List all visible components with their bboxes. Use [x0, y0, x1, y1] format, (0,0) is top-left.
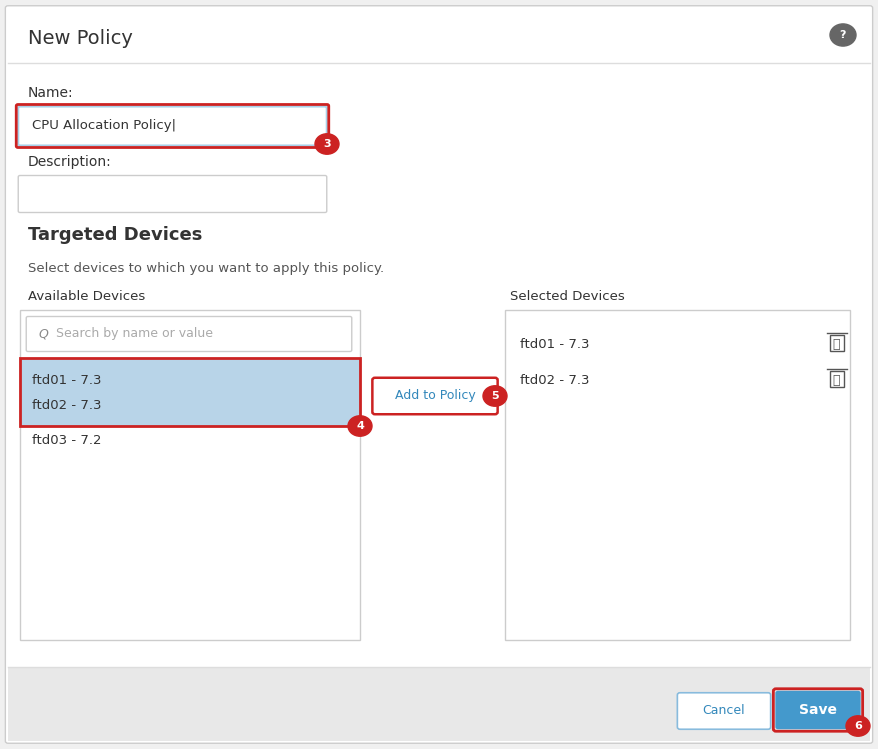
Text: Select devices to which you want to apply this policy.: Select devices to which you want to appl…: [28, 261, 384, 274]
Bar: [20, 358, 360, 426]
Circle shape: [845, 716, 869, 736]
FancyBboxPatch shape: [26, 317, 351, 351]
Bar: [8, 667, 869, 741]
Text: ftd02 - 7.3: ftd02 - 7.3: [32, 399, 101, 413]
Bar: [829, 371, 843, 387]
Text: Q: Q: [38, 327, 47, 341]
Text: Targeted Devices: Targeted Devices: [28, 226, 202, 244]
Text: Selected Devices: Selected Devices: [509, 290, 624, 303]
Text: Name:: Name:: [28, 86, 74, 100]
Text: Available Devices: Available Devices: [28, 290, 145, 303]
Circle shape: [314, 134, 339, 154]
FancyBboxPatch shape: [774, 691, 860, 730]
Text: Cancel: Cancel: [702, 705, 745, 718]
Text: ?: ?: [838, 30, 846, 40]
Text: ⫿: ⫿: [831, 374, 838, 387]
FancyBboxPatch shape: [372, 377, 497, 414]
Text: Search by name or value: Search by name or value: [56, 327, 212, 341]
Text: 3: 3: [323, 139, 330, 149]
FancyBboxPatch shape: [5, 6, 872, 743]
FancyBboxPatch shape: [18, 106, 327, 145]
Text: 6: 6: [853, 721, 861, 731]
Text: ⫿: ⫿: [831, 339, 838, 351]
Bar: [829, 335, 843, 351]
Text: 4: 4: [356, 421, 363, 431]
Text: New Policy: New Policy: [28, 28, 133, 47]
Circle shape: [348, 416, 371, 436]
Text: Description:: Description:: [28, 155, 112, 169]
Text: Add to Policy: Add to Policy: [394, 389, 475, 402]
Text: ftd02 - 7.3: ftd02 - 7.3: [520, 374, 589, 387]
Text: 5: 5: [491, 391, 498, 401]
FancyBboxPatch shape: [18, 175, 327, 213]
Bar: [8, 8, 869, 70]
FancyBboxPatch shape: [677, 693, 770, 730]
Text: ftd01 - 7.3: ftd01 - 7.3: [520, 339, 589, 351]
Circle shape: [482, 386, 507, 406]
Bar: [505, 310, 849, 640]
Circle shape: [829, 24, 855, 46]
Text: ftd03 - 7.2: ftd03 - 7.2: [32, 434, 101, 446]
Text: ftd01 - 7.3: ftd01 - 7.3: [32, 374, 101, 386]
Bar: [20, 310, 360, 640]
Text: CPU Allocation Policy|: CPU Allocation Policy|: [32, 120, 176, 133]
Text: Save: Save: [798, 703, 836, 717]
